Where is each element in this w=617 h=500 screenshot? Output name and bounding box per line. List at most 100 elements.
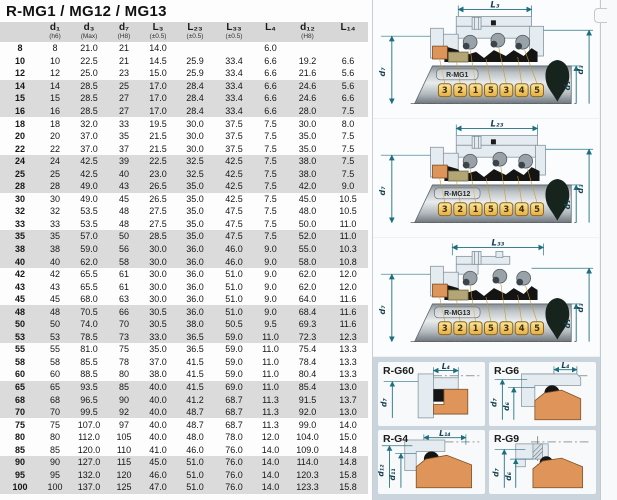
cell: 27.5: [149, 218, 167, 229]
cell: 62.0: [70, 255, 108, 268]
cell: 37: [118, 143, 129, 154]
diagram-r-mg1: L₃: [373, 0, 599, 119]
table-row: 85 85 120.0 110 41.0 46.0 76.0 14.0 109.0 14.8: [0, 444, 368, 457]
cell: 100: [40, 481, 70, 494]
row-size: 100: [0, 481, 40, 494]
cell: 85: [49, 444, 60, 455]
cell: 9.0: [254, 305, 287, 319]
cell: 35.0: [186, 193, 204, 204]
cell: 42.0: [287, 180, 328, 193]
cell: 42: [49, 269, 60, 280]
cell: 90: [108, 393, 140, 406]
svg-text:5: 5: [488, 204, 494, 214]
row-size: 80: [14, 432, 25, 443]
cell: 78: [118, 356, 129, 367]
row-size: 42: [14, 269, 25, 280]
table-row: 40 40 62.0 58 30.0 36.0 46.0 9.0 58.0 10.8: [0, 255, 368, 268]
cell: 46.0: [214, 242, 254, 256]
row-size: 50: [0, 318, 40, 331]
cell: 88.5: [80, 369, 98, 380]
cell: 13.0: [328, 405, 368, 419]
cell: 32.0: [80, 118, 98, 129]
cell: 15.8: [328, 481, 368, 494]
cell: 49.0: [80, 193, 98, 204]
cell: 36.0: [186, 281, 204, 292]
cell: 14.0: [261, 444, 280, 455]
svg-text:3: 3: [442, 204, 448, 214]
cell: 21.6: [298, 68, 317, 79]
cell: 75: [49, 419, 60, 430]
dim-label-d7: d₇: [490, 398, 499, 407]
dim-label-l4: L₄: [442, 362, 450, 371]
model-label: R-MG1: [446, 72, 468, 79]
cell: 11.3: [254, 393, 287, 406]
cell: 72.3: [287, 330, 328, 344]
row-size: 53: [0, 330, 40, 344]
cell: 28.4: [176, 104, 214, 118]
cell: 90: [40, 456, 70, 469]
part-number-tags: 3 2 1 5 3 4 5: [437, 321, 544, 336]
cell: 20: [49, 131, 60, 142]
cell: 32.5: [176, 154, 214, 168]
row-size: 32: [14, 206, 25, 217]
part-number-tags: 3 2 1 5 3 4 5: [437, 83, 544, 98]
column-header: d₃ (Max): [70, 22, 108, 42]
svg-text:3: 3: [442, 323, 448, 333]
cell: 22.5: [140, 154, 176, 168]
dim-label-d7: d₇: [378, 305, 387, 315]
cell: 41.5: [176, 380, 214, 394]
cell: 35.0: [298, 131, 317, 142]
cell: 21: [118, 43, 129, 54]
cell: 95: [40, 468, 70, 482]
cell: 6.0: [264, 43, 277, 54]
table-row: 33 33 53.5 48 27.5 35.0 47.5 7.5 50.0 11.0: [0, 218, 368, 231]
cell: 38.0: [176, 318, 214, 331]
cell: 7.5: [254, 154, 287, 168]
dim-label-d6: d₆: [502, 401, 511, 410]
cell: [287, 42, 328, 55]
cell: 48: [40, 305, 70, 319]
svg-text:2: 2: [457, 204, 463, 214]
cell: 42.5: [214, 180, 254, 193]
cell: 36.0: [176, 242, 214, 256]
cell: 42.5: [70, 154, 108, 168]
cell: 120.0: [77, 444, 101, 455]
cell: [214, 42, 254, 55]
cell: 30.0: [186, 131, 204, 142]
cell: 28.0: [287, 104, 328, 118]
row-size: 24: [0, 154, 40, 168]
row-size: 75: [14, 419, 25, 430]
seat-diagrams-grid: L₄ d₇ R-G60 L₄: [373, 357, 600, 500]
row-size: 8: [17, 43, 23, 54]
cell: 7.5: [264, 206, 277, 217]
diagram-label: R-G6: [494, 365, 520, 377]
cell: 13.3: [339, 369, 357, 380]
row-size: 30: [14, 193, 25, 204]
cell: 35.0: [298, 143, 317, 154]
cell: 70.5: [70, 305, 108, 319]
table-row: 42 42 65.5 61 30.0 36.0 51.0 9.0 62.0 12.0: [0, 268, 368, 281]
cell: 70: [40, 405, 70, 419]
cell: 30.0: [149, 294, 167, 305]
cell: 76.0: [225, 444, 243, 455]
cell: 85.4: [287, 380, 328, 394]
cell: 15: [40, 92, 70, 105]
column-header: d₁ (h6): [40, 22, 70, 42]
cell: 9.0: [328, 180, 368, 193]
svg-text:1: 1: [473, 323, 479, 333]
row-size: 45: [14, 294, 25, 305]
table-row: 25 25 42.5 40 23.0 32.5 42.5 7.5 38.0 7.5: [0, 167, 368, 181]
cell: 35.0: [186, 218, 204, 229]
cell: 58.0: [287, 255, 328, 268]
table-row: 68 68 96.5 90 40.0 41.2 68.7 11.3 91.5 13.7: [0, 393, 368, 406]
cell: 75: [118, 344, 129, 355]
seat-ring: [534, 389, 582, 421]
cell: 12.0: [261, 432, 280, 443]
face-ring: [447, 289, 469, 301]
cell: 36.0: [186, 269, 204, 280]
cell: 45: [49, 294, 60, 305]
cell: 65.5: [80, 269, 98, 280]
svg-text:5: 5: [534, 323, 540, 333]
seat-ring: [432, 283, 448, 298]
cell: 41.5: [186, 369, 204, 380]
